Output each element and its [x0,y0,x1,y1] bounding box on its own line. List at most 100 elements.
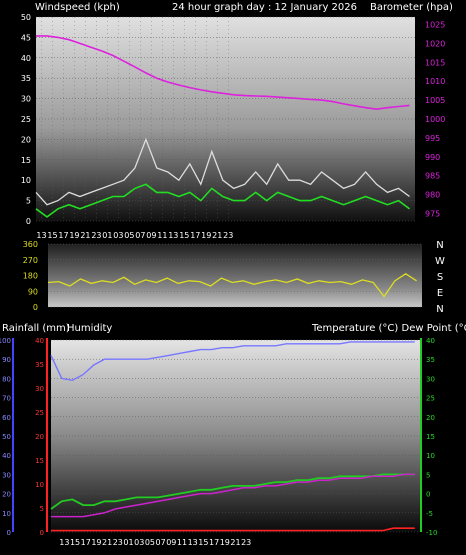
x-tick: 21 [80,231,90,240]
header-barometer: Barometer (hpa) [370,2,453,13]
direction-chart-grid [48,243,422,308]
x-tick: 21 [230,538,240,547]
header-humidity: Humidity [67,323,112,334]
x-tick: 19 [91,538,101,547]
windspeed-tick: 45 [21,33,31,42]
barometer-tick: 1020 [425,39,445,48]
header-title: 24 hour graph day : 12 January 2026 [172,2,357,13]
windspeed-tick: 30 [21,95,31,104]
temperature-line [50,473,415,510]
x-tick: 15 [198,538,208,547]
humidity-tick: 100 [0,337,11,345]
compass-label: N [436,240,443,251]
humidity-tick: 30 [2,471,11,479]
x-tick: 03 [113,231,123,240]
rain-tick: 30 [35,385,44,393]
humidity-tick: 10 [2,510,11,518]
temperature-tick: -10 [426,529,437,537]
rain-temp-chart-area [51,340,420,532]
windspeed-tick: 15 [21,156,31,165]
temperature-tick: 20 [426,414,435,422]
windspeed-axis-ticks: 0 5 10 15 20 25 30 35 40 45 50 [21,13,31,226]
x-tick: 01 [102,231,112,240]
windspeed-tick: 35 [21,74,31,83]
barometer-tick: 990 [425,153,440,162]
x-tick: 19 [201,231,211,240]
barometer-axis-ticks: 975 980 985 990 995 1000 1005 1010 1015 1020 1025 [425,21,445,219]
temperature-tick: 15 [426,433,435,441]
humidity-tick: 40 [2,452,11,460]
temperature-tick: 40 [426,337,435,345]
barometer-tick: 1005 [425,96,445,105]
compass-label: S [437,272,443,283]
x-tick: 09 [146,231,156,240]
x-tick: 23 [241,538,251,547]
windspeed-tick: 5 [26,197,31,206]
rain-tick: 10 [35,481,44,489]
compass-label: N [436,304,443,315]
x-tick: 09 [166,538,176,547]
x-tick: 05 [124,231,134,240]
rain-temp-chart-series [50,341,415,532]
humidity-tick: 60 [2,414,11,422]
rain-tick: 40 [35,337,44,345]
x-tick: 15 [47,231,57,240]
x-tick: 21 [102,538,112,547]
x-tick: 23 [113,538,123,547]
x-tick: 23 [91,231,101,240]
temperature-tick: 30 [426,375,435,383]
wind-x-axis-ticks: 13 15 17 19 21 23 01 03 05 07 09 11 13 15 17 19 21 23 [36,231,233,240]
rainfall-line [51,527,415,532]
barometer-tick: 1025 [425,21,445,30]
barometer-tick: 1000 [425,115,445,124]
wind-chart-series [35,35,410,218]
header-rainfall: Rainfall (mm) [2,323,70,334]
rain-tick: 20 [35,433,44,441]
direction-tick: 180 [23,272,38,281]
x-tick: 11 [157,231,167,240]
rain-tick: 0 [40,529,44,537]
direction-axis-ticks: 0 90 180 270 360 [23,240,38,312]
barometer-tick: 985 [425,172,440,181]
rain-tick: 5 [40,505,44,513]
direction-line [47,273,417,298]
barometer-tick: 980 [425,191,440,200]
rain-tick: 35 [35,361,44,369]
x-tick: 07 [135,231,145,240]
x-tick: 19 [220,538,230,547]
x-tick: 23 [223,231,233,240]
humidity-tick: 90 [2,356,11,364]
x-tick: 13 [168,231,178,240]
compass-label: W [435,256,445,267]
wind-average-line [35,183,410,218]
barometer-tick: 1015 [425,58,445,67]
direction-tick: 270 [23,256,38,265]
pressure-line [36,35,410,111]
x-tick: 13 [188,538,198,547]
x-tick: 03 [134,538,144,547]
humidity-tick: 20 [2,491,11,499]
temperature-tick: 25 [426,395,435,403]
windspeed-tick: 0 [26,217,31,226]
barometer-tick: 1010 [425,77,445,86]
compass-label: E [437,288,443,299]
x-tick: 13 [36,231,46,240]
humidity-tick: 80 [2,375,11,383]
x-tick: 11 [177,538,187,547]
x-tick: 15 [70,538,80,547]
direction-tick: 90 [28,287,38,296]
direction-tick: 0 [33,303,38,312]
temperature-tick: 0 [426,491,430,499]
barometer-tick: 975 [425,209,440,218]
humidity-tick: 70 [2,395,11,403]
x-tick: 19 [69,231,79,240]
rain-temp-x-axis-ticks: 13 15 17 19 21 23 01 03 05 07 09 11 13 15 17 19 21 23 [59,538,251,547]
rain-tick: 15 [35,457,44,465]
temperature-tick: -5 [426,510,433,518]
barometer-tick: 995 [425,134,440,143]
temperature-tick: 35 [426,356,435,364]
x-tick: 07 [156,538,166,547]
wind-gust-line [35,137,410,206]
rain-tick: 25 [35,409,44,417]
